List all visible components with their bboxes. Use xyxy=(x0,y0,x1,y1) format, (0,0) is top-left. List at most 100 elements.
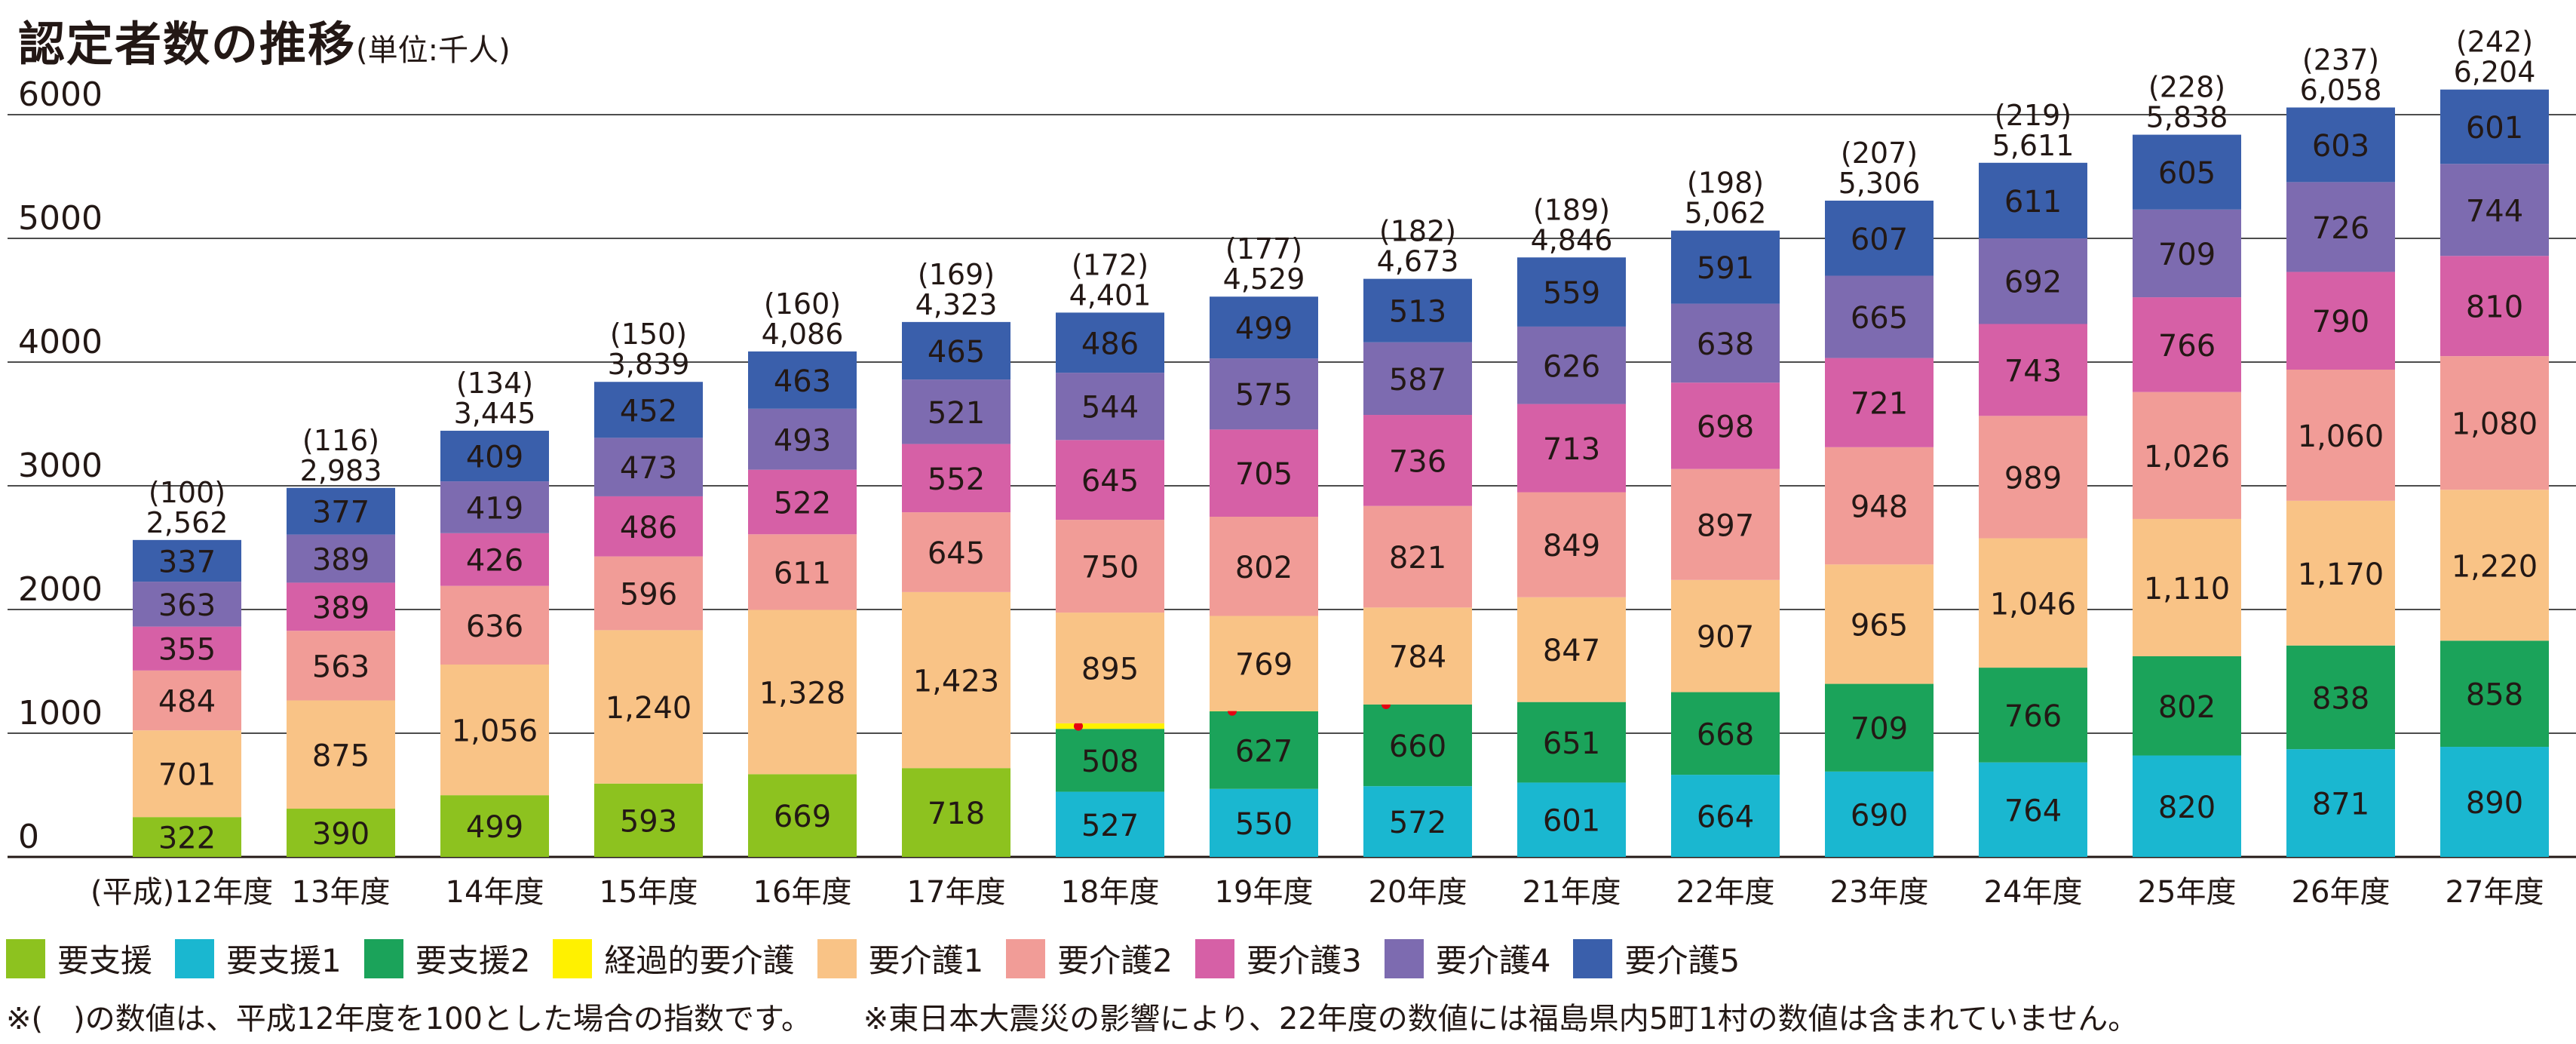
total-label: 5,062 xyxy=(1685,197,1767,230)
bar-segment xyxy=(2286,182,2395,272)
data-label: 1,110 xyxy=(2144,572,2231,606)
index-label: (182) xyxy=(1379,215,1456,248)
bar-segment xyxy=(1210,358,1318,430)
data-label: 377 xyxy=(312,496,370,530)
data-label: 1,060 xyxy=(2298,419,2384,454)
data-label: 766 xyxy=(2158,329,2216,364)
bar-segment xyxy=(1825,200,1934,276)
bar-segment xyxy=(1363,704,1472,787)
bar-segment xyxy=(133,582,241,627)
bar-segment xyxy=(1363,786,1472,857)
legend-label: 要支援1 xyxy=(226,942,342,979)
bar-segment xyxy=(133,626,241,671)
bar-segment xyxy=(440,533,549,586)
legend-swatch xyxy=(553,938,593,978)
data-label: 664 xyxy=(1697,800,1754,835)
index-label: (189) xyxy=(1533,193,1610,226)
bar-segment xyxy=(1056,312,1164,373)
bar-segment xyxy=(440,431,549,482)
y-tick-label: 3000 xyxy=(18,447,103,485)
bar-segment xyxy=(594,783,703,857)
bar-segment xyxy=(1671,579,1780,692)
index-label: (134) xyxy=(456,367,533,400)
data-label: 651 xyxy=(1543,726,1600,761)
bar-segment xyxy=(2440,747,2549,857)
data-label: 587 xyxy=(1389,363,1446,398)
x-tick-label: 25年度 xyxy=(2138,875,2237,910)
bar-segment xyxy=(2440,490,2549,641)
index-label: (150) xyxy=(610,318,687,351)
data-label: 701 xyxy=(158,758,216,793)
bar-segment xyxy=(1210,616,1318,711)
data-label: 627 xyxy=(1235,734,1293,769)
data-label: 871 xyxy=(2312,788,2369,822)
y-tick-label: 6000 xyxy=(18,75,103,114)
bar-segment xyxy=(2440,640,2549,748)
data-label: 692 xyxy=(2004,266,2062,300)
index-label: (198) xyxy=(1687,167,1764,200)
total-label: 6,058 xyxy=(2300,73,2382,106)
total-label: 6,204 xyxy=(2454,56,2536,89)
data-label: 875 xyxy=(312,738,370,773)
bar-segment xyxy=(1056,520,1164,613)
bar-segment xyxy=(594,438,703,496)
data-label: 718 xyxy=(928,797,985,831)
data-label: 508 xyxy=(1081,745,1139,779)
data-label: 665 xyxy=(1851,301,1908,336)
data-label: 409 xyxy=(466,441,523,475)
bar-segment xyxy=(1979,238,2087,324)
data-label: 744 xyxy=(2466,194,2523,229)
x-tick-label: 19年度 xyxy=(1215,875,1314,910)
total-label: 3,839 xyxy=(608,348,690,381)
bar-segment xyxy=(1671,382,1780,469)
data-label: 1,080 xyxy=(2452,407,2538,442)
data-label: 721 xyxy=(1851,387,1908,422)
bar-segment xyxy=(1363,415,1472,506)
data-label: 513 xyxy=(1389,295,1446,330)
data-label: 890 xyxy=(2466,786,2523,821)
total-label: 4,086 xyxy=(762,318,844,351)
bar-segment xyxy=(1671,303,1780,383)
total-label: 2,983 xyxy=(300,454,382,487)
data-label: 1,026 xyxy=(2144,440,2231,474)
bar-segment xyxy=(1979,538,2087,668)
bar-segment xyxy=(594,630,703,784)
bar-segment xyxy=(748,408,857,470)
bar-segment xyxy=(1517,326,1626,404)
bar-segment xyxy=(1210,296,1318,359)
data-label: 838 xyxy=(2312,681,2369,716)
data-label: 522 xyxy=(774,486,831,520)
data-label: 897 xyxy=(1697,508,1754,543)
data-label: 769 xyxy=(1235,648,1293,683)
bar-segment xyxy=(1825,683,1934,772)
legend-item: 要支援2 xyxy=(363,935,531,981)
data-label: 907 xyxy=(1697,620,1754,655)
data-label: 572 xyxy=(1389,806,1446,840)
bar-segment xyxy=(1056,613,1164,723)
x-tick-label: 18年度 xyxy=(1061,875,1160,910)
bar-segment xyxy=(902,512,1010,592)
x-tick-label: 15年度 xyxy=(600,875,698,910)
y-tick-label: 5000 xyxy=(18,199,103,238)
data-label: 705 xyxy=(1235,457,1293,492)
legend-swatch xyxy=(363,938,403,978)
bar-segment xyxy=(1825,564,1934,684)
data-label: 611 xyxy=(2004,185,2062,220)
legend-item: 要支援 xyxy=(6,935,152,981)
bar-segment xyxy=(2286,645,2395,750)
data-label: 784 xyxy=(1389,640,1446,675)
data-label: 766 xyxy=(2004,699,2062,734)
legend-label: 要支援2 xyxy=(415,942,531,979)
bar-segment xyxy=(287,582,395,631)
bar-segment xyxy=(1056,723,1164,729)
bar-segment xyxy=(902,321,1010,380)
bar-segment xyxy=(1517,404,1626,493)
data-label: 499 xyxy=(1235,312,1293,346)
bar-segment xyxy=(748,610,857,775)
data-label: 636 xyxy=(466,610,523,644)
data-label: 605 xyxy=(2158,156,2216,191)
bar-segment xyxy=(1210,788,1318,857)
index-label: (116) xyxy=(302,424,379,457)
data-label: 660 xyxy=(1389,729,1446,764)
data-label: 552 xyxy=(928,462,985,497)
